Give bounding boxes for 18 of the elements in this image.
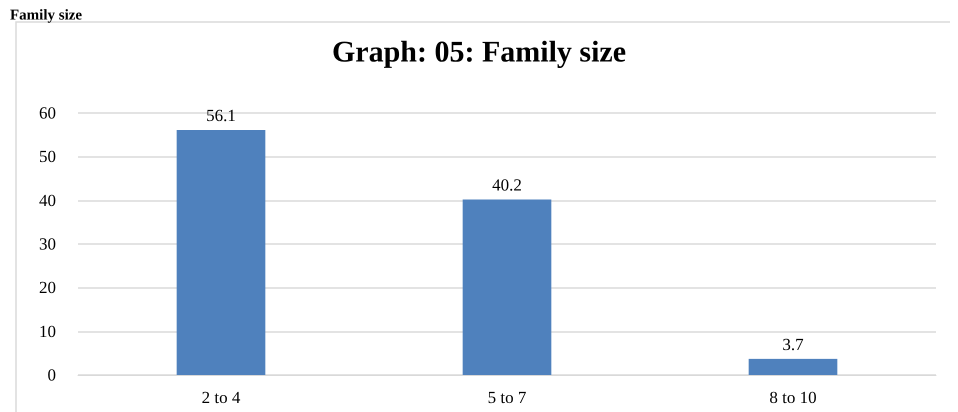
x-tick-label: 8 to 10 <box>769 388 817 407</box>
bar <box>748 358 838 375</box>
y-tick-label: 10 <box>39 322 56 341</box>
data-label: 56.1 <box>206 106 236 126</box>
bar <box>462 199 552 375</box>
y-tick-label: 40 <box>39 190 56 210</box>
data-label: 40.2 <box>492 175 522 194</box>
x-tick-label: 2 to 4 <box>202 388 241 407</box>
y-tick-label: 20 <box>39 278 56 298</box>
bar <box>176 130 266 375</box>
data-label: 3.7 <box>782 334 804 354</box>
y-tick-label: 30 <box>39 234 56 254</box>
x-tick-label: 5 to 7 <box>488 388 527 407</box>
y-tick-label: 0 <box>48 366 56 384</box>
y-tick-label: 50 <box>39 147 56 166</box>
chart-title: Graph: 05: Family size <box>332 36 626 68</box>
text: Family size <box>10 8 82 24</box>
y-tick-label: 60 <box>39 104 56 122</box>
